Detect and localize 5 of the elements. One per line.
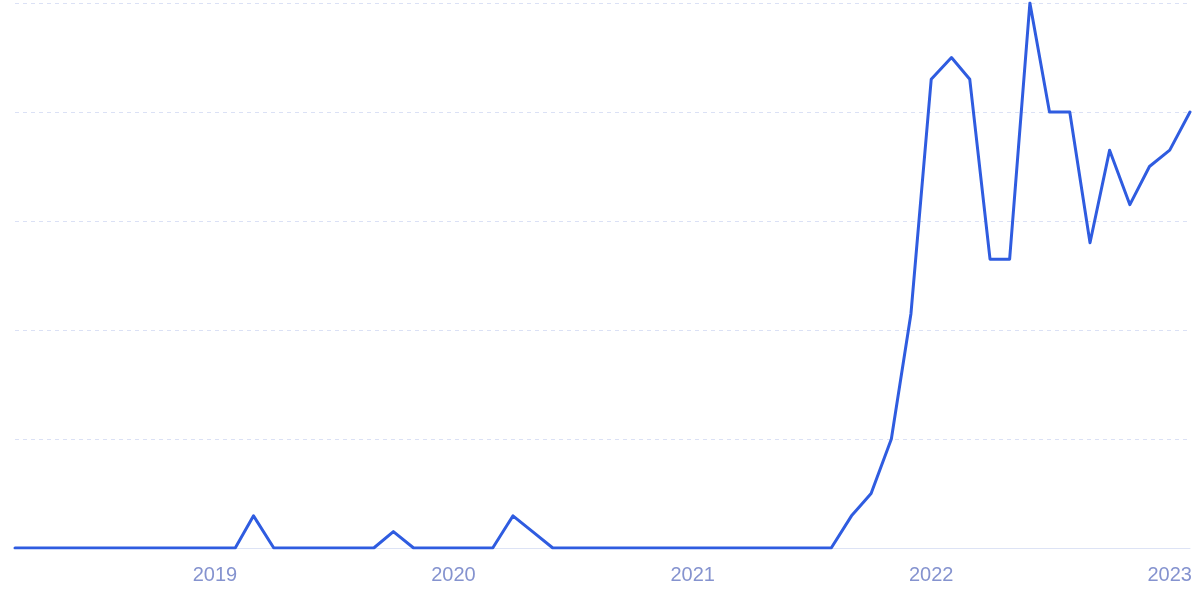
x-tick-label: 2022 [908,563,954,585]
x-tick-label: 2019 [192,563,238,585]
x-tick-label: 2021 [670,563,715,585]
x-tick-label: 2020 [431,563,476,585]
x-tick-label: 2023 [1147,563,1192,585]
